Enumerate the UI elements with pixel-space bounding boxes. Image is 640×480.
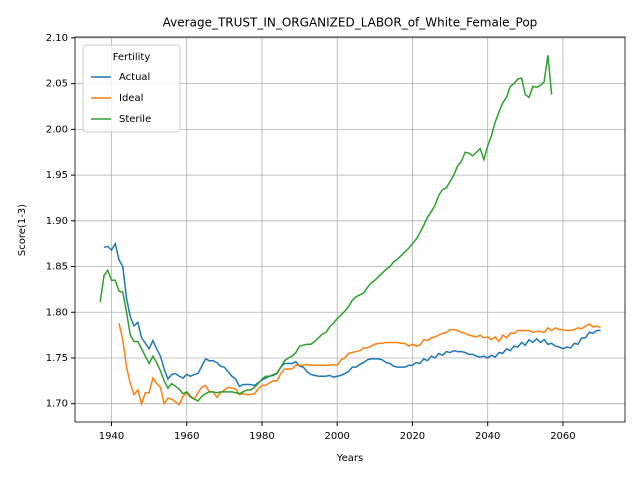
- y-tick-label: 1.80: [46, 307, 68, 318]
- x-tick-label: 2040: [475, 431, 500, 442]
- legend-title: Fertility: [113, 52, 151, 63]
- line-series: [103, 241, 601, 388]
- y-tick-label: 1.90: [46, 216, 68, 227]
- legend-box: [82, 44, 181, 133]
- y-tick-label: 2.05: [46, 79, 68, 90]
- legend-label: Sterile: [119, 114, 151, 125]
- x-tick-label: 2000: [324, 431, 349, 442]
- y-tick-label: 1.75: [46, 353, 68, 364]
- x-tick-label: 1940: [99, 431, 124, 442]
- y-tick-label: 1.85: [46, 262, 68, 273]
- y-tick-label: 1.70: [46, 399, 68, 410]
- line-series: [118, 323, 601, 407]
- y-tick-label: 2.00: [46, 124, 68, 135]
- y-tick-label: 2.10: [46, 33, 68, 44]
- x-tick-label: 1960: [174, 431, 199, 442]
- x-axis-label: Years: [336, 453, 363, 464]
- plot-frame: [74, 36, 626, 423]
- x-tick-label: 2060: [550, 431, 575, 442]
- line-series: [99, 55, 553, 402]
- legend-label: Actual: [119, 72, 150, 83]
- x-tick-label: 1980: [249, 431, 274, 442]
- x-tick-label: 2020: [400, 431, 425, 442]
- legend-label: Ideal: [119, 93, 143, 104]
- y-tick-label: 1.95: [46, 170, 68, 181]
- y-axis-label: Score(1-3): [17, 204, 28, 256]
- chart-title: Average_TRUST_IN_ORGANIZED_LABOR_of_Whit…: [163, 16, 538, 30]
